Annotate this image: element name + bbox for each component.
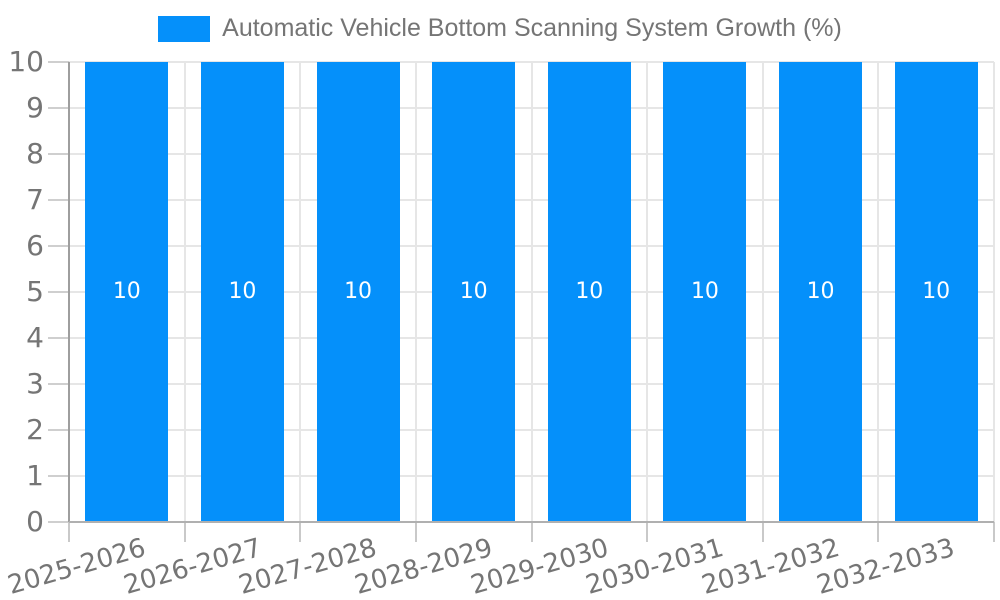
- legend-label: Automatic Vehicle Bottom Scanning System…: [222, 14, 842, 42]
- y-axis-label: 1: [26, 459, 44, 492]
- y-axis-label: 3: [26, 367, 44, 400]
- bar-value-label: 10: [690, 279, 719, 304]
- bar-value-label: 10: [922, 279, 951, 304]
- x-axis-tick: [530, 522, 533, 542]
- y-axis-label: 7: [26, 183, 44, 216]
- x-axis-tick: [299, 522, 302, 542]
- y-axis-tick: [48, 291, 69, 293]
- bar[interactable]: [779, 62, 863, 522]
- y-axis-tick: [48, 199, 69, 201]
- y-axis-label: 4: [26, 321, 44, 354]
- gridline: [761, 62, 764, 522]
- bar[interactable]: [200, 62, 284, 522]
- y-axis-label: 6: [26, 229, 44, 262]
- gridline: [299, 62, 302, 522]
- y-axis-label: 8: [26, 137, 44, 170]
- y-axis-tick: [48, 337, 69, 339]
- legend-swatch-icon: [158, 15, 211, 42]
- y-axis-tick: [48, 245, 69, 247]
- bar[interactable]: [85, 62, 169, 522]
- y-axis-tick: [48, 475, 69, 477]
- gridline: [646, 62, 649, 522]
- bar-value-label: 10: [806, 279, 835, 304]
- x-axis-tick: [646, 522, 649, 542]
- legend[interactable]: Automatic Vehicle Bottom Scanning System…: [0, 14, 1000, 43]
- y-axis-tick: [48, 521, 69, 523]
- gridline: [530, 62, 533, 522]
- y-axis-label: 10: [8, 45, 44, 78]
- bar-value-label: 10: [112, 279, 141, 304]
- gridline: [183, 62, 186, 522]
- y-axis-tick: [48, 61, 69, 63]
- bar[interactable]: [547, 62, 631, 522]
- x-axis-tick: [68, 522, 70, 542]
- bar[interactable]: [894, 62, 978, 522]
- y-axis-tick: [48, 383, 69, 385]
- y-axis-tick: [48, 107, 69, 109]
- x-axis-line: [69, 521, 994, 523]
- x-axis-tick: [183, 522, 186, 542]
- gridline: [877, 62, 880, 522]
- x-axis-tick: [877, 522, 880, 542]
- x-axis-tick: [414, 522, 417, 542]
- y-axis-line: [68, 62, 70, 522]
- x-axis-tick: [761, 522, 764, 542]
- y-axis-tick: [48, 153, 69, 155]
- bar-value-label: 10: [459, 279, 488, 304]
- y-axis-label: 0: [26, 505, 44, 538]
- y-axis-tick: [48, 429, 69, 431]
- bar[interactable]: [316, 62, 400, 522]
- y-axis-label: 2: [26, 413, 44, 446]
- bar[interactable]: [663, 62, 747, 522]
- y-axis-label: 5: [26, 275, 44, 308]
- y-axis-label: 9: [26, 91, 44, 124]
- bar-value-label: 10: [344, 279, 373, 304]
- gridline: [414, 62, 417, 522]
- bar-value-label: 10: [575, 279, 604, 304]
- bar-value-label: 10: [228, 279, 257, 304]
- x-axis-tick: [993, 522, 995, 542]
- gridline: [993, 62, 995, 522]
- bar[interactable]: [432, 62, 516, 522]
